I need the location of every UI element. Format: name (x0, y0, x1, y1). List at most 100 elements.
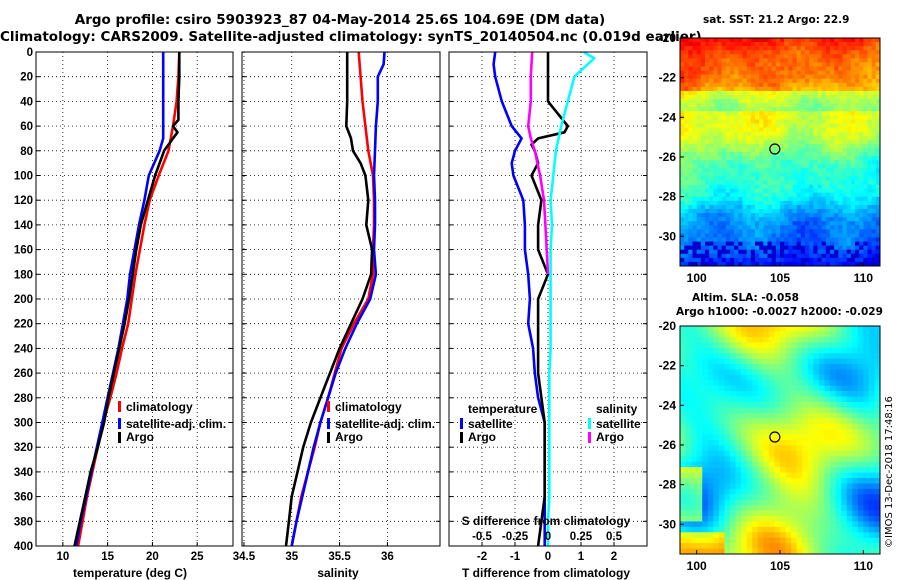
sst-cell (809, 42, 813, 46)
sst-cell (680, 217, 684, 221)
sla-cell (797, 407, 803, 413)
sla-cell (824, 435, 830, 441)
sst-cell (805, 229, 809, 233)
map-x-tick-label: 105 (770, 559, 790, 573)
sst-cell (793, 181, 797, 185)
sla-cell (769, 511, 775, 517)
sla-map: 100 105 110-20-22-24-26-28-30 (659, 319, 881, 573)
sst-cell (784, 95, 788, 99)
sla-cell (819, 375, 825, 381)
sst-cell (813, 148, 817, 152)
sla-cell (813, 494, 819, 500)
sst-cell (718, 172, 722, 176)
sst-cell (734, 201, 738, 205)
sst-cell (838, 185, 842, 189)
sst-cell (722, 46, 726, 50)
sst-cell (822, 128, 826, 132)
sst-cell (730, 213, 734, 217)
sla-cell (813, 407, 819, 413)
sst-cell (751, 225, 755, 229)
sst-cell (768, 242, 772, 246)
sst-cell (805, 111, 809, 115)
sst-cell (772, 172, 776, 176)
sst-cell (747, 79, 751, 83)
sst-cell (843, 221, 847, 225)
sst-cell (680, 62, 684, 66)
sst-cell (780, 160, 784, 164)
sla-cell (708, 359, 714, 365)
sst-cell (734, 58, 738, 62)
sla-cell (830, 549, 836, 555)
sla-cell (769, 397, 775, 403)
sla-cell (797, 337, 803, 343)
sst-cell (834, 50, 838, 54)
sst-cell (743, 54, 747, 58)
sst-cell (830, 213, 834, 217)
sla-cell (752, 483, 758, 489)
sla-cell (736, 483, 742, 489)
sla-cell (691, 456, 697, 462)
sla-cell (686, 369, 692, 375)
sla-cell (719, 489, 725, 495)
sst-cell (751, 205, 755, 209)
s-difference-ticks: -0.5 -0.25 0 0.25 0.5 (472, 531, 623, 543)
sla-cell (780, 521, 786, 527)
sla-cell (763, 462, 769, 468)
sla-cell (802, 397, 808, 403)
sst-cell (718, 95, 722, 99)
sla-cell (686, 478, 692, 484)
sst-cell (830, 95, 834, 99)
sst-cell (776, 172, 780, 176)
sst-cell (768, 62, 772, 66)
sst-cell (743, 79, 747, 83)
sla-cell (830, 483, 836, 489)
sla-cell (708, 407, 714, 413)
sla-cell (752, 375, 758, 381)
sla-cell (780, 391, 786, 397)
sst-cell (822, 46, 826, 50)
sla-cell (841, 478, 847, 484)
sla-cell (780, 445, 786, 451)
sla-cell (708, 331, 714, 337)
sst-cell (863, 136, 867, 140)
sla-cell (841, 451, 847, 457)
sla-cell (730, 435, 736, 441)
sst-cell (872, 152, 876, 156)
sst-cell (826, 152, 830, 156)
sst-cell (705, 46, 709, 50)
sst-cell (855, 156, 859, 160)
sst-cell (834, 229, 838, 233)
sla-cell (874, 429, 880, 435)
sst-cell (859, 193, 863, 197)
sla-cell (863, 538, 869, 544)
sla-cell (791, 380, 797, 386)
sst-cell (747, 246, 751, 250)
sla-cell (808, 473, 814, 479)
sst-cell (705, 38, 709, 42)
sla-cell (836, 549, 842, 555)
sla-cell (680, 342, 686, 348)
sst-cell (693, 213, 697, 217)
sst-cell (784, 213, 788, 217)
sla-cell (719, 348, 725, 354)
sst-cell (768, 58, 772, 62)
sst-cell (755, 164, 759, 168)
sst-cell (801, 189, 805, 193)
sst-cell (793, 193, 797, 197)
sst-cell (747, 38, 751, 42)
sla-cell (724, 364, 730, 370)
sla-cell (802, 473, 808, 479)
sst-cell (705, 136, 709, 140)
sla-cell (697, 462, 703, 468)
sla-cell (752, 402, 758, 408)
sla-cell (863, 369, 869, 375)
sst-cell (822, 87, 826, 91)
sla-cell (730, 418, 736, 424)
sst-cell (797, 205, 801, 209)
sst-cell (713, 46, 717, 50)
sst-cell (776, 83, 780, 87)
sst-cell (784, 79, 788, 83)
sst-cell (713, 152, 717, 156)
sst-cell (688, 144, 692, 148)
sla-cell (736, 527, 742, 533)
